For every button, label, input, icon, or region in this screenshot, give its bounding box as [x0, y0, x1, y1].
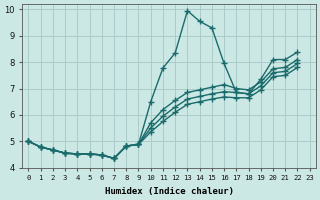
X-axis label: Humidex (Indice chaleur): Humidex (Indice chaleur) [105, 187, 234, 196]
